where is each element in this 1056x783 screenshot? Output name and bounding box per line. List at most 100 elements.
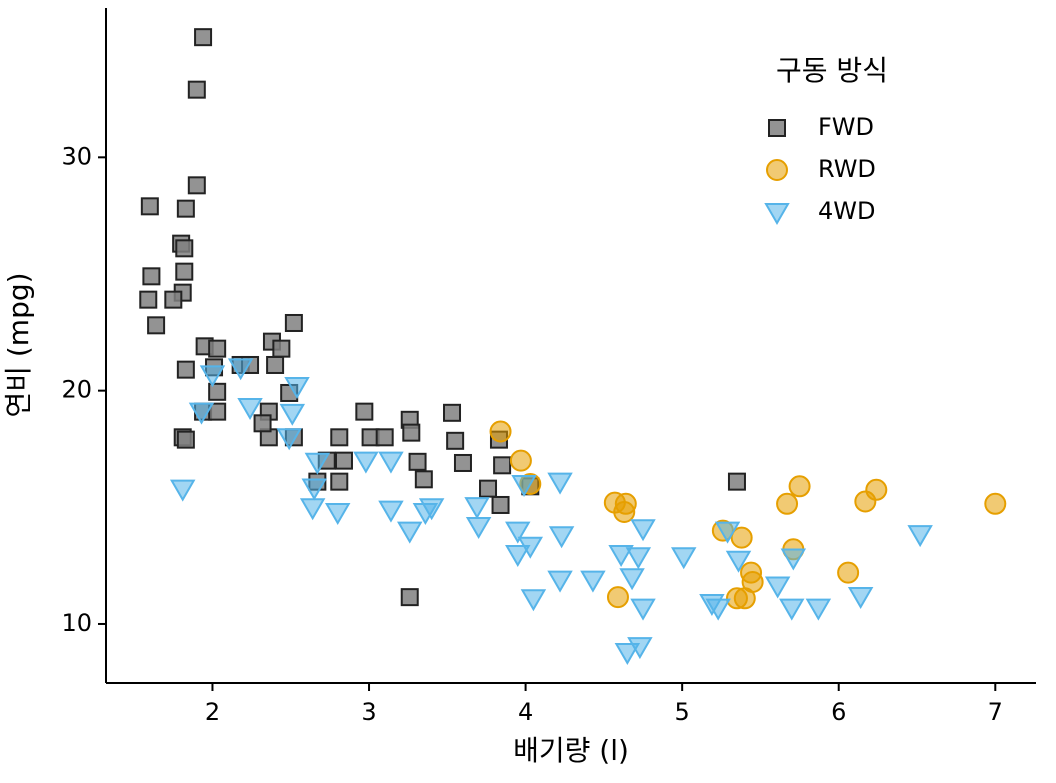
point bbox=[548, 526, 575, 549]
point bbox=[727, 472, 746, 491]
point bbox=[276, 428, 302, 451]
point bbox=[227, 358, 254, 381]
point bbox=[408, 452, 427, 471]
point bbox=[670, 547, 697, 570]
point bbox=[705, 598, 731, 621]
point bbox=[547, 570, 573, 593]
legend-marker bbox=[768, 119, 786, 137]
x-tick-label: 5 bbox=[675, 698, 690, 726]
x-axis-label: 배기량 (l) bbox=[513, 734, 629, 767]
point bbox=[613, 500, 636, 523]
x-tick-label: 6 bbox=[831, 698, 846, 726]
point bbox=[188, 402, 215, 425]
point bbox=[805, 598, 832, 621]
point bbox=[608, 544, 634, 567]
x-tick-label: 4 bbox=[518, 698, 533, 726]
point bbox=[630, 598, 656, 621]
y-tick-label: 20 bbox=[61, 376, 92, 404]
point bbox=[505, 521, 531, 544]
point bbox=[176, 199, 195, 218]
point bbox=[414, 470, 433, 489]
point bbox=[147, 316, 166, 335]
point bbox=[779, 598, 805, 621]
x-tick-label: 7 bbox=[988, 698, 1003, 726]
point bbox=[301, 478, 327, 501]
point bbox=[547, 472, 573, 495]
point bbox=[330, 428, 349, 447]
point bbox=[606, 586, 629, 609]
point bbox=[630, 519, 656, 542]
point bbox=[730, 526, 753, 549]
point bbox=[627, 637, 653, 660]
point bbox=[465, 516, 492, 539]
point bbox=[375, 428, 394, 447]
legend-title: 구동 방식 bbox=[776, 54, 888, 87]
point bbox=[169, 479, 196, 502]
point bbox=[304, 452, 331, 475]
x-tick-label: 3 bbox=[361, 698, 376, 726]
point bbox=[865, 478, 888, 501]
point bbox=[139, 290, 158, 309]
point bbox=[464, 497, 490, 520]
point bbox=[625, 547, 652, 570]
point bbox=[272, 339, 291, 358]
point bbox=[907, 525, 933, 548]
point bbox=[446, 431, 465, 450]
point bbox=[984, 492, 1007, 515]
point bbox=[355, 402, 374, 421]
point bbox=[725, 550, 752, 573]
point bbox=[353, 451, 379, 474]
point bbox=[194, 28, 213, 47]
y-axis-label: 연비 (mpg) bbox=[2, 272, 35, 417]
point bbox=[505, 544, 531, 567]
point bbox=[443, 403, 462, 422]
point bbox=[780, 548, 807, 571]
point bbox=[619, 568, 645, 591]
point bbox=[453, 453, 472, 472]
point bbox=[237, 397, 263, 420]
point bbox=[725, 587, 748, 610]
point bbox=[788, 475, 811, 498]
x-tick-label: 2 bbox=[205, 698, 220, 726]
point bbox=[176, 360, 195, 379]
point bbox=[187, 176, 206, 195]
point bbox=[580, 570, 606, 593]
point bbox=[284, 313, 303, 332]
point bbox=[175, 239, 194, 258]
point bbox=[714, 521, 741, 544]
point bbox=[324, 502, 351, 525]
point bbox=[176, 430, 195, 449]
point bbox=[491, 495, 510, 514]
y-tick-label: 30 bbox=[61, 142, 92, 170]
point bbox=[397, 521, 423, 544]
point bbox=[402, 423, 421, 442]
point bbox=[479, 479, 498, 498]
point bbox=[511, 474, 537, 497]
point bbox=[847, 586, 874, 609]
point bbox=[279, 403, 306, 426]
point bbox=[614, 642, 641, 665]
point bbox=[142, 267, 161, 286]
legend-marker bbox=[764, 203, 790, 225]
point bbox=[208, 339, 227, 358]
point bbox=[517, 536, 544, 559]
legend-label: FWD bbox=[818, 113, 874, 141]
point bbox=[208, 382, 227, 401]
point bbox=[509, 449, 532, 472]
point bbox=[208, 402, 227, 421]
point bbox=[187, 80, 206, 99]
point bbox=[418, 498, 445, 521]
point bbox=[764, 576, 791, 599]
point bbox=[266, 355, 285, 374]
point bbox=[299, 498, 326, 521]
point bbox=[378, 500, 404, 523]
legend-marker bbox=[766, 159, 788, 181]
point bbox=[520, 589, 547, 612]
point bbox=[330, 472, 349, 491]
point bbox=[489, 420, 512, 443]
point bbox=[284, 376, 310, 399]
point bbox=[837, 561, 860, 584]
y-tick-label: 10 bbox=[61, 609, 92, 637]
legend-label: RWD bbox=[818, 155, 876, 183]
point bbox=[400, 588, 419, 607]
